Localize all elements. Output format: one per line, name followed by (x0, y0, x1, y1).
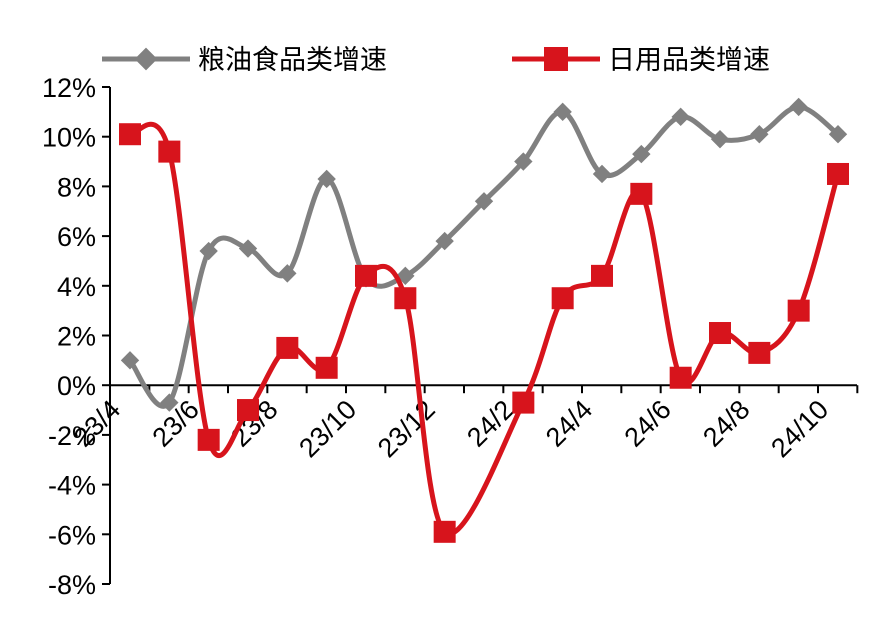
data-point (355, 264, 377, 287)
data-point (787, 299, 810, 322)
data-point (710, 129, 730, 149)
data-point (669, 366, 692, 389)
legend-marker-grain-oil-food (134, 47, 158, 71)
data-point (199, 241, 218, 261)
x-tick-label: 23/12 (372, 394, 441, 463)
series-line-0 (127, 104, 840, 409)
data-point (592, 164, 612, 184)
legend-label-grain-oil-food: 粮油食品类增速 (198, 45, 387, 76)
data-point (514, 152, 533, 171)
legend-item-grain-oil-food: 粮油食品类增速 (102, 45, 387, 76)
legend-item-daily-goods: 日用品类增速 (512, 45, 770, 76)
data-point (750, 125, 769, 144)
data-point (512, 391, 535, 414)
data-point (551, 287, 574, 310)
data-point (553, 102, 572, 122)
data-point (709, 322, 731, 345)
series-line-1 (129, 121, 841, 537)
data-point (671, 107, 690, 127)
data-point (160, 393, 179, 412)
x-tick-label: 24/6 (619, 394, 677, 452)
x-tick-label: 24/4 (540, 394, 598, 452)
y-tick-label: -4% (48, 471, 96, 501)
series-layer (119, 97, 849, 543)
y-tick-label: -2% (48, 421, 96, 451)
data-point (317, 169, 336, 189)
y-tick-label: 12% (42, 73, 96, 103)
data-point (197, 428, 220, 451)
data-point (433, 520, 456, 543)
data-point (435, 231, 454, 251)
y-tick-label: 6% (57, 222, 96, 252)
y-tick-label: 4% (57, 272, 96, 302)
y-tick-label: 8% (57, 172, 96, 202)
data-point (828, 125, 848, 144)
data-point (789, 97, 808, 117)
data-point (827, 162, 849, 185)
data-point (158, 140, 181, 163)
legend: 粮油食品类增速 日用品类增速 (102, 45, 770, 76)
x-tick-label: 24/10 (765, 394, 834, 463)
data-point (315, 356, 338, 379)
data-point (748, 341, 771, 364)
data-point (474, 192, 494, 211)
legend-marker-daily-goods (544, 47, 568, 71)
data-point (276, 336, 299, 359)
data-point (632, 144, 651, 164)
x-tick-label: 23/10 (293, 394, 362, 463)
data-point (591, 264, 613, 287)
data-point (630, 182, 653, 205)
x-tick-label: 24/2 (461, 394, 519, 452)
data-point (278, 264, 297, 283)
x-tick-label: 24/8 (697, 394, 755, 452)
data-point (120, 351, 140, 370)
y-tick-label: 0% (57, 371, 96, 401)
data-point (394, 287, 417, 310)
data-point (238, 239, 258, 258)
series-0 (120, 97, 848, 412)
data-point (119, 123, 141, 146)
y-tick-label: -6% (48, 520, 96, 550)
data-point (237, 399, 259, 422)
legend-label-daily-goods: 日用品类增速 (608, 45, 770, 76)
y-tick-label: -8% (48, 570, 96, 600)
series-1 (119, 121, 849, 543)
y-tick-label: 10% (42, 123, 96, 153)
y-tick-label: 2% (57, 322, 96, 352)
